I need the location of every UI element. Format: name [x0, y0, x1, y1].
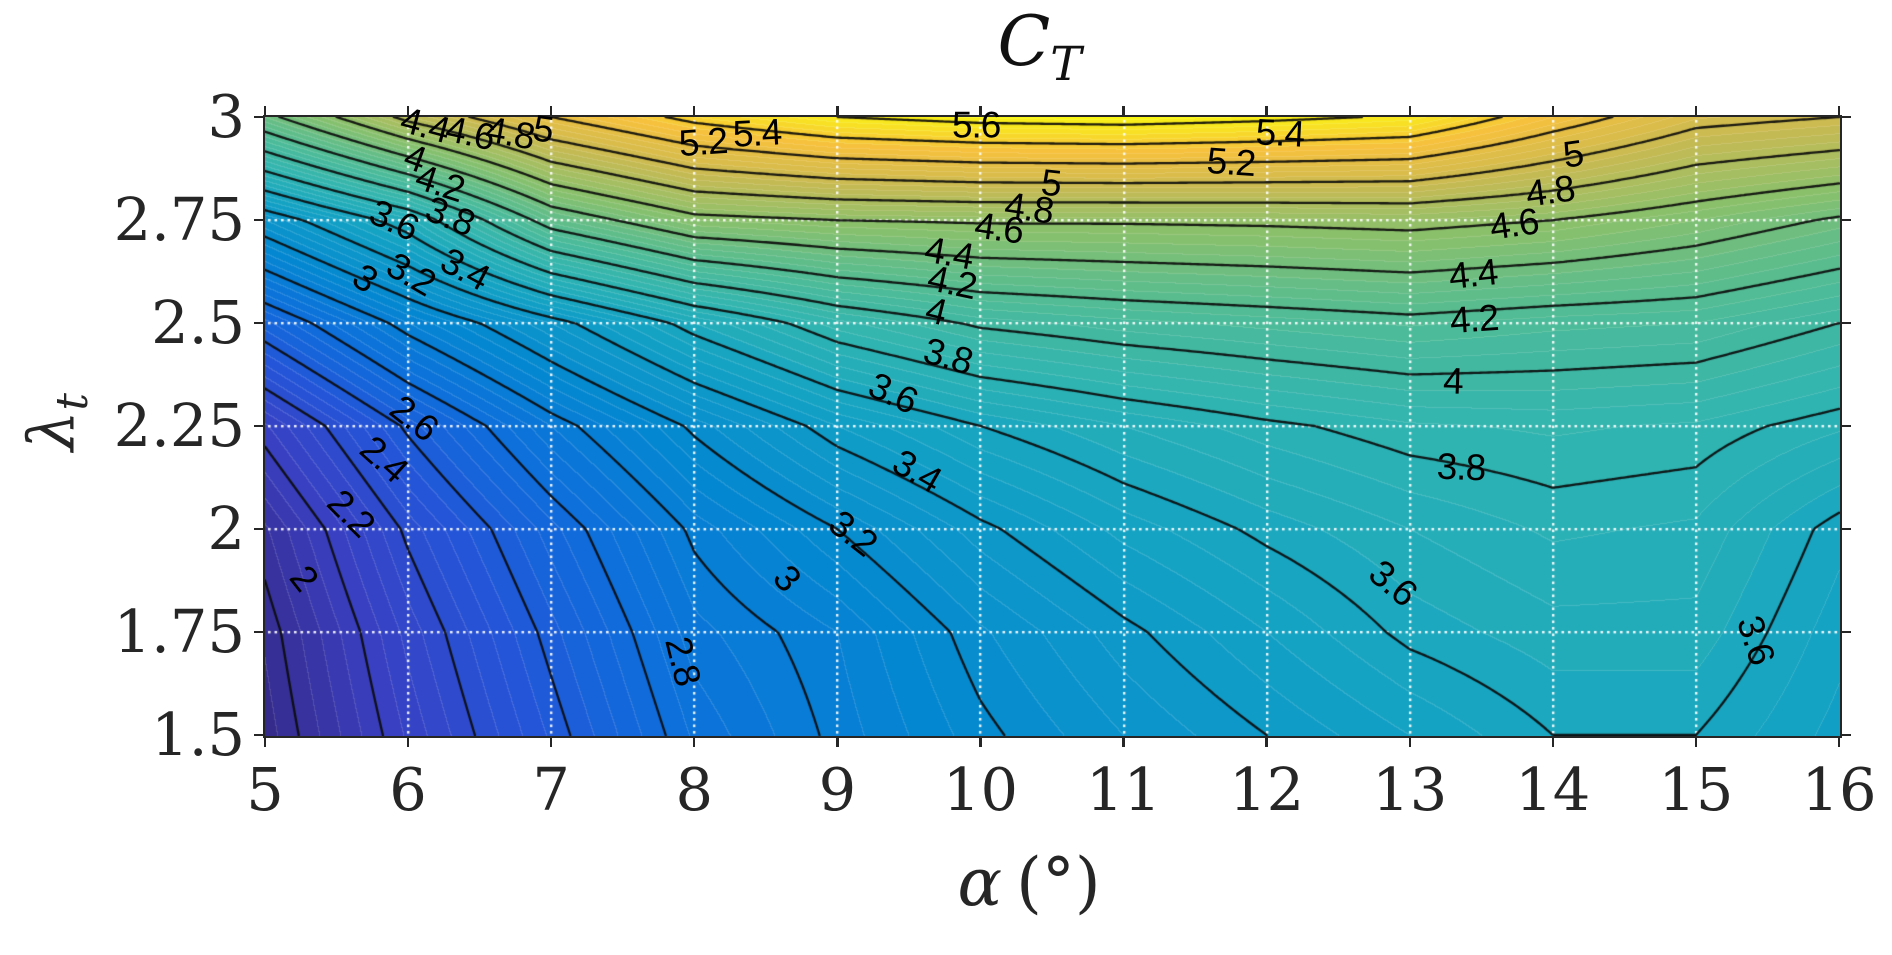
xlabel-unit: (°) — [1016, 844, 1101, 921]
x-tick-label-11: 11 — [1085, 755, 1162, 824]
x-tick-label-8: 8 — [675, 755, 714, 824]
x-tickmark-5 — [263, 738, 267, 747]
x-tickmark-8 — [693, 738, 696, 747]
y-tick-label-2.5: 2.5 — [151, 288, 245, 357]
x-tickmark-top-16 — [1837, 106, 1841, 115]
x-tickmark-top-10 — [979, 106, 982, 115]
x-tick-label-15: 15 — [1658, 755, 1734, 824]
x-tick-label-14: 14 — [1515, 755, 1591, 824]
ylabel-subscript: t — [48, 392, 99, 410]
x-tick-label-9: 9 — [818, 755, 857, 824]
title-subscript: T — [1050, 36, 1082, 92]
y-tick-label-2.25: 2.25 — [113, 391, 245, 460]
x-tickmark-top-5 — [263, 106, 267, 115]
x-tickmark-6 — [406, 738, 410, 747]
x-tickmark-top-11 — [1122, 106, 1125, 115]
contour-plot-canvas — [265, 117, 1840, 736]
x-tickmark-top-6 — [406, 106, 410, 115]
x-tickmark-top-12 — [1265, 106, 1268, 115]
y-tickmark-right-1.75 — [1842, 630, 1851, 634]
x-tickmark-12 — [1265, 738, 1268, 747]
x-tick-label-10: 10 — [942, 755, 1018, 824]
x-tickmark-14 — [1551, 738, 1554, 747]
y-tick-label-1.5: 1.5 — [151, 700, 245, 769]
y-tick-label-2: 2 — [207, 494, 245, 563]
x-axis-label: α (°) — [958, 850, 1101, 916]
plot-title: CT — [998, 8, 1082, 89]
y-tickmark-right-3 — [1842, 115, 1851, 119]
x-tick-label-12: 12 — [1229, 755, 1305, 824]
y-tickmark-right-1.5 — [1842, 733, 1851, 737]
x-tickmark-top-14 — [1551, 106, 1554, 115]
y-axis-label: λt — [15, 392, 99, 450]
x-tickmark-top-7 — [549, 106, 553, 115]
x-tickmark-15 — [1694, 738, 1698, 747]
y-tickmark-1.5 — [254, 733, 263, 737]
x-tickmark-11 — [1122, 738, 1125, 747]
y-tickmark-2.75 — [254, 218, 263, 222]
y-tick-label-2.75: 2.75 — [113, 185, 245, 254]
y-tickmark-2 — [254, 527, 263, 531]
y-tick-label-1.75: 1.75 — [113, 597, 245, 666]
y-tickmark-2.5 — [254, 321, 263, 325]
y-tickmark-3 — [254, 115, 263, 119]
y-tickmark-right-2.25 — [1842, 424, 1851, 428]
x-tickmark-top-8 — [693, 106, 696, 115]
y-tickmark-right-2.75 — [1842, 218, 1851, 222]
y-tickmark-right-2 — [1842, 527, 1851, 531]
y-tickmark-right-2.5 — [1842, 321, 1851, 325]
x-tickmark-10 — [979, 738, 982, 747]
x-tick-label-6: 6 — [389, 755, 427, 824]
plot-area: 2 2.2 2.4 2.6 2.8 3 3 3.2 3.2 3.4 3.4 3.6 3.6 3.6 3.6 3… — [263, 99, 1842, 738]
x-tick-label-7: 7 — [532, 755, 570, 824]
title-symbol: C — [997, 2, 1051, 82]
y-tick-label-3: 3 — [207, 82, 245, 151]
x-tickmark-16 — [1837, 738, 1841, 747]
x-tick-label-16: 16 — [1801, 755, 1877, 824]
x-tickmark-top-9 — [836, 106, 839, 115]
x-tickmark-7 — [549, 738, 553, 747]
y-tickmark-1.75 — [254, 630, 263, 634]
xlabel-symbol: α — [957, 844, 1003, 921]
x-tickmark-top-13 — [1408, 106, 1411, 115]
x-tickmark-13 — [1408, 738, 1411, 747]
ylabel-symbol: λ — [15, 409, 90, 451]
x-tickmark-top-15 — [1694, 106, 1698, 115]
x-tickmark-9 — [836, 738, 839, 747]
y-tickmark-2.25 — [254, 424, 263, 428]
x-tick-label-13: 13 — [1372, 755, 1448, 824]
x-tick-label-5: 5 — [246, 755, 284, 824]
